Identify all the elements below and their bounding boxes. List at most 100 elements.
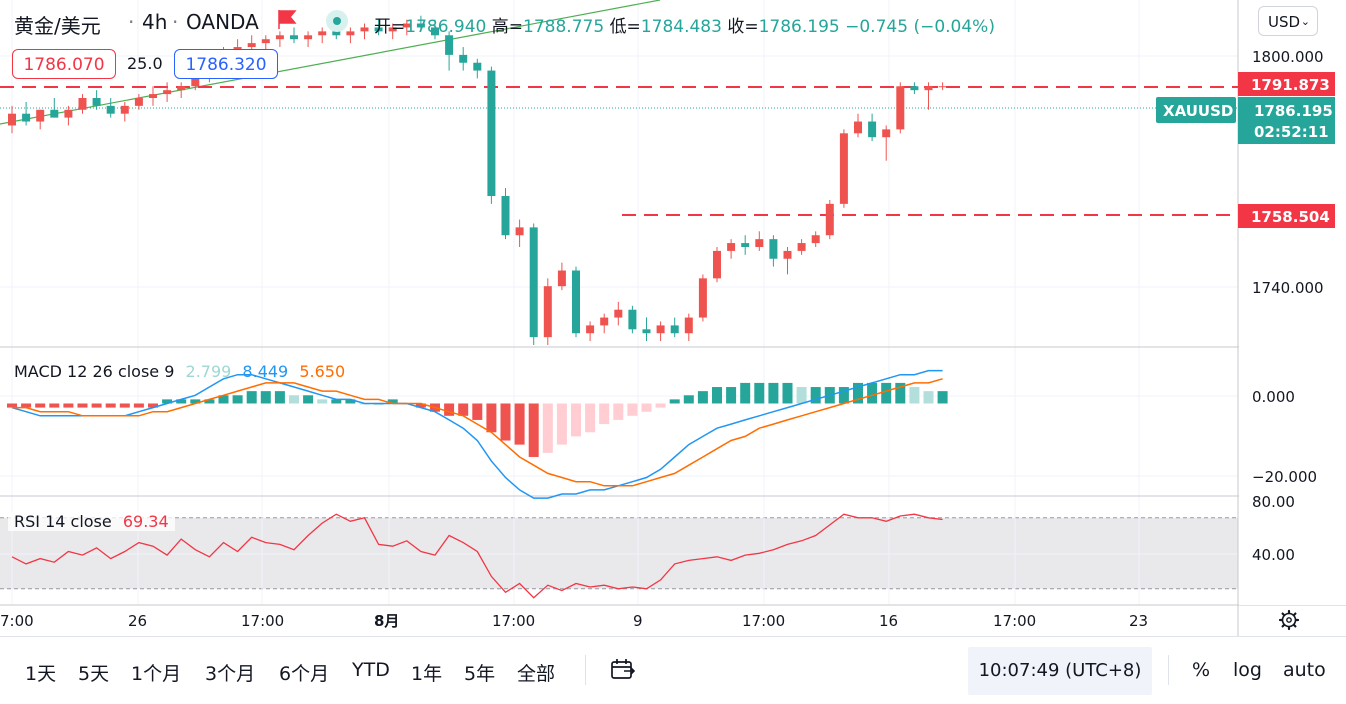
time-tick: 7:00: [0, 612, 34, 630]
low-label: 低=: [609, 17, 641, 37]
gear-icon[interactable]: [1278, 609, 1300, 631]
macd-title[interactable]: MACD 12 26 close 9: [14, 362, 175, 381]
candle-body: [36, 109, 45, 122]
candle-body: [459, 54, 468, 63]
auto-scale-button[interactable]: auto: [1283, 659, 1326, 681]
macd-hist-bar: [556, 403, 567, 445]
high-value: 1788.775: [523, 17, 605, 37]
candle-body: [755, 239, 764, 247]
macd-hist-bar: [190, 399, 201, 404]
macd-hist-bar: [585, 403, 596, 433]
candle-body: [402, 23, 411, 28]
macd-hist-bar: [838, 387, 849, 404]
trend-line[interactable]: [0, 0, 661, 125]
macd-hist-bar: [923, 391, 934, 404]
candle-body: [938, 86, 947, 88]
macd-hist-bar: [867, 382, 878, 404]
low-value: 1784.483: [640, 17, 722, 37]
macd-legend: MACD 12 26 close 9 2.799 8.449 5.650: [14, 362, 345, 381]
macd-hist-bar: [63, 403, 74, 408]
flag-icon[interactable]: [276, 8, 298, 30]
macd-hist-bar: [176, 399, 187, 404]
toolbar-divider: [585, 655, 586, 685]
candle-body: [92, 98, 101, 106]
range-1d-button[interactable]: 1天: [25, 659, 56, 686]
macd-hist-bar: [712, 387, 722, 404]
timezone-clock[interactable]: 10:07:49 (UTC+8): [968, 647, 1152, 695]
resistance-price-label-bg: [1238, 72, 1335, 96]
last-price-label: 1786.195: [1254, 102, 1333, 120]
calendar-range-icon[interactable]: [610, 657, 636, 683]
close-label: 收=: [727, 17, 759, 37]
candle-body: [557, 270, 566, 287]
candle-body: [783, 250, 792, 259]
chart-canvas[interactable]: 1800.000 1740.000 0.000 −20.000 80.00 40…: [0, 0, 1346, 636]
candle-body: [304, 35, 313, 40]
legend-dot: ·: [128, 10, 135, 34]
candle-body: [106, 105, 115, 114]
candle-body: [473, 62, 482, 71]
currency-select[interactable]: USD ⌄: [1258, 6, 1318, 36]
candle-body: [529, 227, 538, 338]
candle-body: [487, 70, 496, 197]
macd-hist-bar: [49, 403, 60, 408]
macd-hist-bar: [726, 387, 737, 404]
candle-body: [191, 74, 200, 87]
macd-hist-bar: [317, 399, 328, 404]
macd-hist-bar: [204, 399, 215, 404]
range-5y-button[interactable]: 5年: [464, 659, 495, 686]
macd-hist-bar: [542, 403, 553, 453]
ask-price: 1786.320: [185, 55, 267, 75]
macd-hist-bar: [571, 403, 581, 437]
symbol-name[interactable]: 黄金/美元: [14, 14, 101, 38]
candle-body: [78, 98, 87, 110]
open-value: 1786.940: [405, 17, 487, 37]
candle-body: [656, 325, 665, 334]
range-3m-button[interactable]: 3个月: [205, 659, 255, 686]
bid-box[interactable]: 1786.070: [12, 49, 116, 79]
log-scale-button[interactable]: log: [1233, 659, 1262, 681]
range-all-button[interactable]: 全部: [517, 659, 555, 686]
rsi-title[interactable]: RSI 14 close: [14, 512, 112, 531]
candle-body: [163, 90, 172, 95]
macd-hist-bar: [754, 382, 765, 404]
range-5d-button[interactable]: 5天: [78, 659, 109, 686]
macd-hist-bar: [415, 403, 426, 408]
range-1m-button[interactable]: 1个月: [131, 659, 181, 686]
symbol-interval[interactable]: 4h: [142, 10, 168, 34]
macd-signal-value: 5.650: [299, 362, 346, 381]
macd-hist-bar: [514, 403, 525, 445]
macd-hist-bar: [627, 403, 638, 416]
candle-body: [670, 325, 679, 334]
macd-hist-bar: [7, 403, 17, 408]
time-axis[interactable]: 7:00 26 17:00 8月 17:00 9 17:00 16 17:00 …: [0, 612, 1148, 630]
candle-body: [825, 203, 834, 236]
change-value: −0.745 (−0.04%): [845, 17, 995, 37]
candle-body: [346, 31, 355, 36]
macd-hist-bar: [387, 399, 398, 404]
macd-hist-bar: [641, 403, 652, 412]
rsi-band: [0, 517, 1238, 589]
candle-body: [839, 133, 848, 204]
ask-box[interactable]: 1786.320: [174, 49, 278, 79]
clock-text: 10:07:49 (UTC+8): [978, 660, 1142, 681]
range-1y-button[interactable]: 1年: [411, 659, 442, 686]
macd-hist-bar: [274, 391, 285, 404]
macd-hist-bar: [105, 403, 116, 408]
macd-hist-bar: [683, 395, 694, 404]
candle-body: [261, 39, 270, 44]
range-ytd-button[interactable]: YTD: [352, 659, 390, 681]
candle-body: [628, 309, 637, 330]
candlestick-series: [8, 15, 947, 345]
candle-body: [501, 196, 510, 236]
symbol-tag: XAUUSD: [1163, 102, 1233, 120]
price-tick-1740: 1740.000: [1252, 279, 1324, 297]
candle-body: [431, 27, 439, 36]
symbol-exchange: OANDA: [186, 10, 259, 34]
support-price-label: 1758.504: [1251, 208, 1330, 226]
toolbar-divider: [1168, 655, 1169, 685]
macd-hist-value: 2.799: [185, 362, 232, 381]
rsi-tick-80: 80.00: [1252, 493, 1295, 511]
percent-scale-button[interactable]: %: [1192, 659, 1211, 681]
range-6m-button[interactable]: 6个月: [279, 659, 329, 686]
